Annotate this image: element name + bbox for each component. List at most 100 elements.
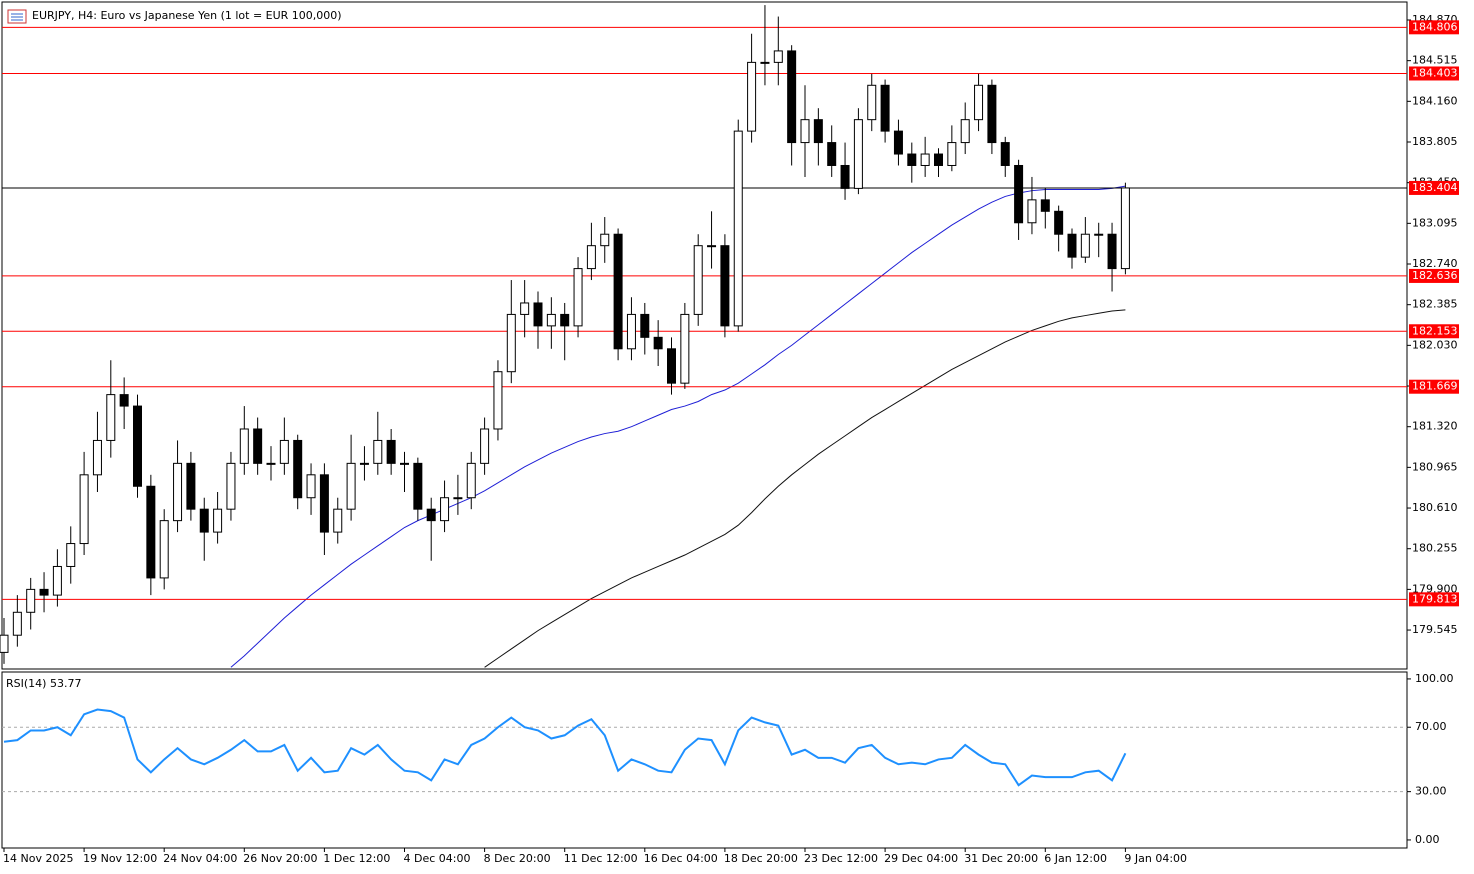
candle-body xyxy=(827,142,837,166)
candle-body xyxy=(359,462,369,465)
candle-body xyxy=(773,50,783,63)
price-level-tag xyxy=(1409,180,1459,195)
candle-body xyxy=(693,245,703,315)
price-level-label: 182.153 xyxy=(1412,324,1458,337)
rsi-tick-label: 0.00 xyxy=(1415,833,1440,846)
candle-body xyxy=(173,462,183,522)
y-tick-label: 180.255 xyxy=(1412,542,1458,555)
candle-body xyxy=(319,474,329,533)
candle-body xyxy=(934,153,943,166)
candle-body xyxy=(279,439,289,464)
candle-body xyxy=(0,634,9,653)
x-tick-label: 16 Dec 04:00 xyxy=(644,852,718,865)
price-level-tag xyxy=(1409,66,1459,81)
candle-body xyxy=(413,462,423,510)
candle-body xyxy=(707,245,717,248)
candle-body xyxy=(626,313,636,350)
y-tick-label: 184.160 xyxy=(1412,94,1458,107)
candle-body xyxy=(880,84,890,132)
rsi-tick-label: 30.00 xyxy=(1415,785,1447,798)
chart-title: EURJPY, H4: Euro vs Japanese Yen (1 lot … xyxy=(32,9,342,22)
candle-body xyxy=(52,565,62,596)
x-tick-label: 9 Jan 04:00 xyxy=(1124,852,1187,865)
candle-body xyxy=(560,313,570,327)
y-tick-label: 179.545 xyxy=(1412,623,1458,636)
candle-body xyxy=(640,313,650,338)
price-level-tag xyxy=(1409,379,1459,394)
y-tick-label: 183.095 xyxy=(1412,216,1458,229)
y-tick-label: 179.900 xyxy=(1412,582,1458,595)
candle-body xyxy=(79,474,89,545)
y-tick-label: 182.740 xyxy=(1412,257,1458,270)
candle-body xyxy=(453,497,463,500)
symbol-icon xyxy=(7,9,27,24)
candle-body xyxy=(440,497,450,522)
y-tick-label: 184.515 xyxy=(1412,54,1458,67)
candle-body xyxy=(680,313,690,384)
candle-body xyxy=(720,245,730,327)
candle-body xyxy=(800,119,810,144)
candle-body xyxy=(520,302,530,315)
candle-body xyxy=(253,428,263,464)
candle-body xyxy=(787,50,797,144)
candle-body xyxy=(1107,233,1117,270)
price-level-label: 184.403 xyxy=(1412,66,1458,79)
x-tick-label: 18 Dec 20:00 xyxy=(724,852,798,865)
candle-body xyxy=(960,119,970,144)
candle-body xyxy=(867,84,877,121)
y-tick-label: 180.610 xyxy=(1412,501,1458,514)
x-tick-label: 31 Dec 20:00 xyxy=(964,852,1038,865)
candle-body xyxy=(480,428,490,464)
candle-body xyxy=(39,588,49,596)
candle-body xyxy=(373,439,383,464)
rsi-line xyxy=(3,708,1127,787)
price-level-label: 184.806 xyxy=(1412,20,1458,33)
candle-body xyxy=(1014,164,1024,224)
main-panel xyxy=(1,1,1408,670)
candle-body xyxy=(213,508,223,533)
x-tick-label: 29 Dec 04:00 xyxy=(884,852,958,865)
candle-body xyxy=(92,439,102,476)
candle-body xyxy=(813,119,823,144)
x-tick-label: 26 Nov 20:00 xyxy=(243,852,317,865)
price-level-tag xyxy=(1409,592,1459,607)
candle-body xyxy=(667,348,676,384)
candle-body xyxy=(133,405,142,487)
candle-body xyxy=(613,233,623,350)
candle-body xyxy=(853,119,863,189)
candle-body xyxy=(333,508,343,533)
candle-body xyxy=(920,153,930,166)
candle-body xyxy=(266,462,276,465)
candle-body xyxy=(1067,233,1077,258)
candle-body xyxy=(239,428,249,464)
candle-body xyxy=(119,394,129,407)
candle-body xyxy=(386,439,396,464)
candle-body xyxy=(66,543,76,567)
y-tick-label: 182.030 xyxy=(1412,338,1458,351)
candle-body xyxy=(426,508,436,522)
price-level-label: 181.669 xyxy=(1412,380,1458,393)
candle-body xyxy=(586,245,596,270)
candle-body xyxy=(600,233,610,247)
candle-body xyxy=(1094,233,1104,236)
candle-body xyxy=(1027,199,1037,224)
x-tick-label: 1 Dec 12:00 xyxy=(323,852,390,865)
candle-body xyxy=(226,462,236,510)
x-tick-label: 11 Dec 12:00 xyxy=(564,852,638,865)
candle-body xyxy=(653,336,663,350)
candle-body xyxy=(907,153,917,166)
rsi-panel xyxy=(1,671,1408,849)
price-level-tag xyxy=(1409,20,1459,35)
candle-body xyxy=(987,84,997,144)
price-level-tag xyxy=(1409,268,1459,283)
candle-body xyxy=(533,302,543,327)
x-tick-label: 4 Dec 04:00 xyxy=(404,852,471,865)
candle-body xyxy=(546,313,556,327)
candle-body xyxy=(573,268,583,327)
y-tick-label: 180.965 xyxy=(1412,460,1458,473)
candle-body xyxy=(1120,187,1130,270)
x-tick-label: 19 Nov 12:00 xyxy=(83,852,157,865)
x-tick-label: 24 Nov 04:00 xyxy=(163,852,237,865)
candle-body xyxy=(293,439,303,499)
